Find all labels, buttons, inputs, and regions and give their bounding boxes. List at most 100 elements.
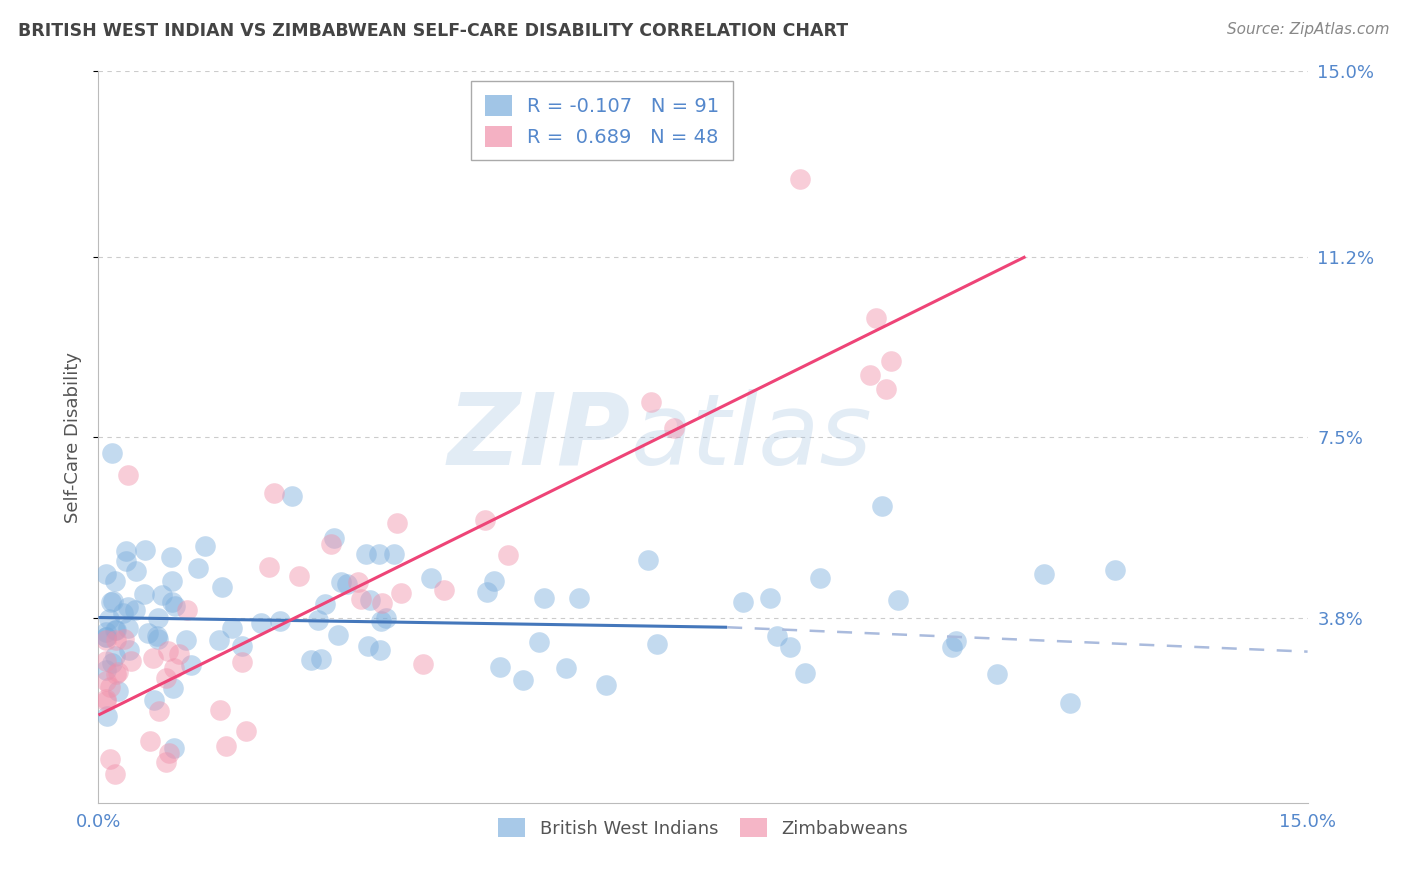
Point	[793, 666, 815, 681]
Point	[875, 382, 897, 396]
Point	[107, 665, 129, 679]
Point	[640, 395, 662, 409]
Point	[263, 485, 285, 500]
Point	[97, 611, 120, 625]
Point	[174, 632, 197, 647]
Point	[145, 629, 167, 643]
Point	[117, 621, 139, 635]
Point	[96, 624, 118, 639]
Point	[96, 691, 118, 706]
Point	[269, 614, 291, 628]
Point	[235, 723, 257, 738]
Point	[945, 633, 967, 648]
Point	[146, 611, 169, 625]
Point	[870, 499, 893, 513]
Point	[104, 649, 127, 664]
Point	[193, 539, 215, 553]
Point	[412, 657, 434, 671]
Point	[159, 549, 181, 564]
Point	[104, 574, 127, 589]
Point	[117, 643, 139, 657]
Point	[105, 632, 128, 647]
Point	[880, 354, 903, 368]
Point	[808, 571, 831, 585]
Point	[859, 368, 882, 383]
Point	[96, 709, 118, 723]
Point	[287, 569, 309, 583]
Point	[512, 673, 534, 688]
Point	[387, 516, 409, 530]
Point	[371, 596, 394, 610]
Text: atlas: atlas	[630, 389, 872, 485]
Point	[568, 591, 591, 605]
Text: ZIP: ZIP	[447, 389, 630, 485]
Point	[104, 666, 127, 681]
Point	[96, 694, 118, 708]
Point	[160, 595, 183, 609]
Point	[132, 587, 155, 601]
Point	[138, 734, 160, 748]
Point	[103, 594, 125, 608]
Point	[299, 653, 322, 667]
Point	[489, 659, 512, 673]
Point	[370, 614, 392, 628]
Point	[1104, 563, 1126, 577]
Point	[98, 752, 121, 766]
Point	[375, 611, 398, 625]
Point	[474, 513, 496, 527]
Point	[208, 632, 231, 647]
Point	[758, 591, 780, 605]
Point	[112, 632, 135, 646]
Point	[115, 554, 138, 568]
Point	[101, 446, 124, 460]
Point	[98, 680, 121, 694]
Point	[96, 663, 118, 677]
Point	[595, 678, 617, 692]
Point	[941, 640, 963, 654]
Point	[96, 630, 118, 644]
Point	[249, 615, 271, 630]
Point	[347, 574, 370, 589]
Point	[368, 643, 391, 657]
Point	[887, 592, 910, 607]
Point	[104, 624, 127, 638]
Point	[163, 599, 186, 614]
Point	[162, 681, 184, 695]
Point	[115, 544, 138, 558]
Point	[367, 547, 389, 561]
Point	[231, 639, 253, 653]
Point	[496, 549, 519, 563]
Point	[96, 630, 118, 644]
Text: BRITISH WEST INDIAN VS ZIMBABWEAN SELF-CARE DISABILITY CORRELATION CHART: BRITISH WEST INDIAN VS ZIMBABWEAN SELF-C…	[18, 22, 848, 40]
Point	[475, 585, 498, 599]
Legend: British West Indians, Zimbabweans: British West Indians, Zimbabweans	[491, 811, 915, 845]
Point	[125, 564, 148, 578]
Point	[111, 606, 134, 620]
Point	[1059, 696, 1081, 710]
Point	[157, 746, 180, 760]
Point	[209, 702, 232, 716]
Point	[330, 575, 353, 590]
Point	[359, 592, 381, 607]
Point	[323, 531, 346, 545]
Point	[163, 741, 186, 756]
Point	[163, 661, 186, 675]
Point	[432, 582, 454, 597]
Point	[124, 602, 146, 616]
Point	[865, 311, 887, 326]
Point	[382, 547, 405, 561]
Point	[281, 489, 304, 503]
Point	[357, 639, 380, 653]
Point	[662, 421, 685, 435]
Point	[647, 636, 669, 650]
Point	[336, 576, 359, 591]
Point	[176, 602, 198, 616]
Point	[637, 552, 659, 566]
Point	[96, 673, 118, 688]
Point	[554, 661, 576, 675]
Point	[100, 595, 122, 609]
Point	[766, 629, 789, 643]
Point	[148, 632, 170, 647]
Point	[350, 591, 373, 606]
Point	[134, 542, 156, 557]
